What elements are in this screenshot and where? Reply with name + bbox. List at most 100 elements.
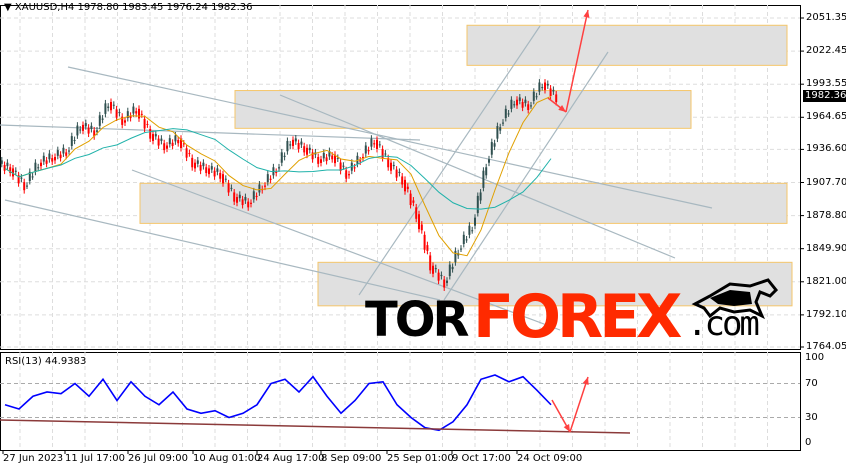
candle-body — [160, 138, 163, 141]
time-axis-label: 11 Jul 17:00 — [65, 453, 125, 464]
candle-body — [14, 170, 17, 172]
candle-body — [390, 162, 392, 171]
candle-body — [250, 202, 252, 204]
candle-body — [62, 147, 65, 154]
candle-body — [171, 142, 174, 146]
candle-body — [432, 265, 434, 274]
forecast-arrow-up — [565, 9, 589, 113]
rsi-arrow-down-head — [563, 424, 570, 432]
candle-body — [378, 144, 381, 146]
candle-body — [367, 150, 370, 152]
candle-body — [546, 83, 549, 86]
candle-body — [236, 197, 238, 203]
candle-body — [415, 207, 418, 219]
candle-body — [126, 111, 129, 119]
candle-body — [283, 155, 286, 157]
time-axis-label: 24 Aug 17:00 — [257, 453, 325, 464]
candle-body — [255, 195, 258, 198]
candle-body — [440, 274, 443, 277]
candle-body — [0, 160, 3, 164]
candle-body — [157, 138, 160, 146]
candle-body — [23, 182, 26, 191]
candle-body — [468, 225, 471, 235]
candle-body — [448, 264, 451, 277]
candle-body — [373, 143, 376, 145]
candle-body — [381, 148, 384, 159]
candle-body — [446, 280, 448, 283]
candle-body — [317, 156, 320, 164]
candle-body — [59, 154, 62, 159]
candle-body — [476, 195, 479, 214]
candle-body — [320, 159, 322, 163]
candle-body — [336, 157, 339, 159]
candle-body — [96, 130, 98, 132]
candle-body — [460, 248, 462, 250]
candle-body — [395, 169, 398, 178]
time-axis-label: 9 Oct 17:00 — [452, 453, 511, 464]
price-axis-label: 1993.55 — [806, 78, 846, 90]
time-axis-label: 26 Jul 09:00 — [128, 453, 188, 464]
price-axis-label: 1821.00 — [806, 275, 846, 287]
candle-body — [552, 89, 555, 92]
candle-body — [474, 217, 476, 226]
candle-body — [65, 152, 68, 156]
candle-body — [230, 187, 233, 189]
candle-body — [311, 152, 314, 160]
candle-body — [196, 160, 199, 164]
candle-body — [502, 122, 504, 124]
rsi-arrow-up-head — [582, 377, 589, 385]
trend-line — [443, 51, 609, 301]
candle-body — [471, 230, 474, 232]
candle-body — [3, 164, 6, 171]
rsi-label: RSI(13) 44.9383 — [5, 356, 87, 367]
candle-body — [188, 153, 191, 155]
candle-body — [504, 108, 507, 119]
ohlc-values: 1978.80 1983.45 1976.24 1982.36 — [77, 2, 253, 13]
candle-body — [493, 143, 496, 147]
symbol-label: XAUUSD,H4 — [14, 2, 75, 13]
candle-body — [331, 155, 334, 160]
candle-body — [401, 176, 404, 185]
candle-body — [76, 125, 79, 136]
candle-body — [124, 120, 126, 123]
candle-body — [90, 125, 93, 130]
candle-body — [84, 123, 87, 127]
candle-body — [294, 138, 297, 142]
candle-body — [152, 134, 154, 141]
candle-body — [364, 145, 367, 154]
candle-body — [490, 142, 493, 155]
candle-body — [34, 162, 37, 172]
candle-body — [48, 153, 51, 160]
candle-body — [118, 112, 121, 114]
candle-body — [308, 147, 311, 151]
candle-body — [115, 109, 118, 118]
candle-body — [426, 245, 429, 251]
triangle-down-icon[interactable]: ▼ — [4, 2, 12, 13]
candle-body — [87, 127, 90, 134]
candle-body — [297, 142, 300, 150]
candle-body — [180, 138, 182, 149]
candle-body — [110, 101, 112, 111]
sr-zone — [234, 90, 692, 129]
trend-line — [131, 169, 561, 331]
candle-body — [107, 106, 110, 108]
candle-body — [462, 234, 465, 244]
rsi-axis-label: 30 — [805, 411, 818, 423]
candle-body — [496, 126, 499, 139]
trend-line — [279, 94, 676, 259]
rsi-axis-label: 70 — [805, 377, 818, 389]
candle-body — [434, 268, 437, 270]
candle-body — [101, 118, 104, 120]
candle-body — [289, 144, 292, 146]
candle-body — [79, 129, 82, 131]
candle-body — [544, 82, 546, 91]
candle-body — [437, 272, 440, 281]
forecast-arrow-up-head — [583, 10, 590, 18]
candle-body — [258, 184, 261, 193]
candle-body — [112, 104, 115, 106]
candle-body — [208, 168, 210, 175]
candle-body — [339, 162, 342, 171]
candle-body — [140, 113, 143, 115]
candle-body — [429, 255, 432, 271]
